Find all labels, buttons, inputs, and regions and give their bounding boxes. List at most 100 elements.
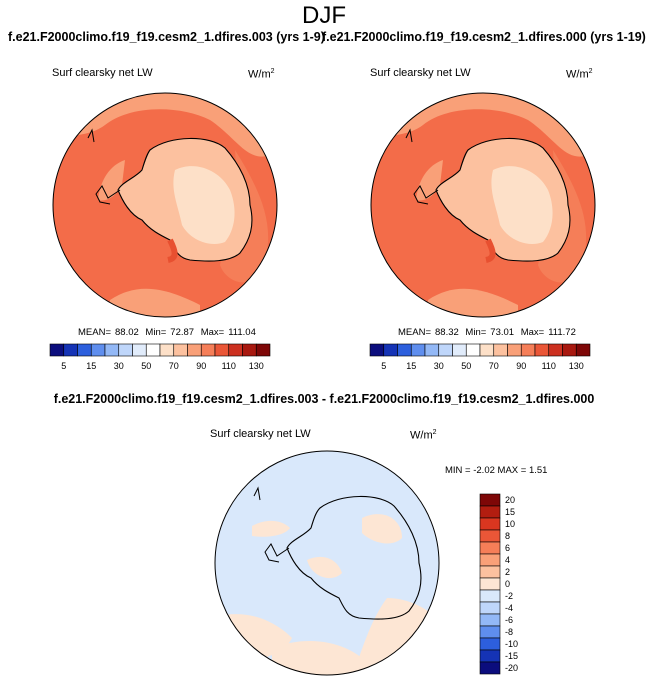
diff-field-pos-east — [362, 514, 402, 544]
left-antarctica-coast — [117, 137, 253, 262]
right-colorbar: 5 15 30 50 70 90 110 130 — [369, 343, 591, 371]
left-colorbar: 5 15 30 50 70 90 110 130 — [49, 343, 271, 371]
diff-colorbar-tick-label: -15 — [505, 651, 518, 661]
diff-colorbar-tick-label: -4 — [505, 603, 513, 613]
diff-colorbar-box — [479, 505, 501, 519]
right-colorbar-box — [493, 343, 508, 357]
right-peninsula-coast — [413, 185, 439, 205]
left-units-label: W/m2 — [248, 68, 275, 81]
left-colorbar-tick-label: 90 — [196, 361, 206, 371]
right-map — [370, 92, 596, 318]
diff-colorbar-box — [479, 541, 501, 555]
left-peninsula-coast — [95, 185, 121, 205]
right-colorbar-box — [562, 343, 577, 357]
right-stats: MEAN= 88.32 Min= 73.01 Max= 111.72 — [398, 327, 576, 338]
diff-units-label: W/m2 — [410, 429, 437, 442]
left-max-value: 111.04 — [228, 327, 256, 338]
diff-colorbar-box — [479, 661, 501, 675]
left-mean-value: 88.02 — [115, 327, 139, 338]
left-map-border — [52, 92, 278, 318]
right-south-america-coast — [405, 128, 413, 143]
diff-colorbar-box — [479, 589, 501, 603]
right-colorbar-box — [383, 343, 398, 357]
diff-colorbar-box — [479, 601, 501, 615]
left-colorbar-box — [214, 343, 230, 357]
diff-colorbar-box — [479, 493, 501, 507]
diff-colorbar-tick-label: -2 — [505, 591, 513, 601]
left-colorbar-box — [132, 343, 147, 357]
left-variable-label: Surf clearsky net LW — [52, 67, 153, 79]
right-field-ross — [485, 238, 496, 263]
left-colorbar-box — [200, 343, 216, 357]
diff-field-pos-ross — [307, 556, 342, 579]
right-panel-title: f.e21.F2000climo.f19_f19.cesm2_1.dfires.… — [322, 30, 646, 44]
diff-colorbar-tick-label: 0 — [505, 579, 510, 589]
left-colorbar-box — [104, 343, 120, 357]
right-colorbar-box — [424, 343, 440, 357]
diff-peninsula-coast — [264, 543, 290, 563]
left-colorbar-tick-label: 70 — [169, 361, 179, 371]
right-colorbar-tick-label: 70 — [489, 361, 499, 371]
diff-colorbar-tick-label: 15 — [505, 507, 515, 517]
right-colorbar-box — [507, 343, 522, 357]
left-colorbar-tick-label: 130 — [249, 361, 264, 371]
diff-colorbar-tick-label: -10 — [505, 639, 518, 649]
left-colorbar-box — [49, 343, 65, 357]
diff-field-pos-south — [272, 641, 372, 675]
left-colorbar-box — [228, 343, 243, 357]
left-map — [52, 92, 278, 318]
left-colorbar-box — [255, 343, 271, 357]
right-mean-value: 88.32 — [435, 327, 459, 338]
right-colorbar-box — [479, 343, 495, 357]
diff-colorbar-box — [479, 637, 501, 651]
left-colorbar-box — [173, 343, 188, 357]
diff-colorbar-tick-label: 20 — [505, 495, 515, 505]
diff-colorbar-box — [479, 577, 501, 591]
right-colorbar-tick-label: 90 — [516, 361, 526, 371]
right-colorbar-box — [410, 343, 426, 357]
left-colorbar-box — [63, 343, 78, 357]
left-colorbar-tick-label: 30 — [114, 361, 124, 371]
left-colorbar-box — [90, 343, 106, 357]
right-map-border — [370, 92, 596, 318]
right-colorbar-box — [575, 343, 591, 357]
right-colorbar-tick-label: 110 — [542, 361, 556, 371]
right-colorbar-box — [438, 343, 453, 357]
left-colorbar-box — [242, 343, 257, 357]
right-colorbar-box — [452, 343, 467, 357]
diff-field-pos-west — [252, 520, 290, 537]
right-units-label: W/m2 — [566, 68, 593, 81]
diff-colorbar-box — [479, 517, 501, 531]
diff-colorbar-tick-label: 4 — [505, 555, 510, 565]
right-max-value: 111.72 — [548, 327, 576, 338]
left-colorbar-tick-label: 110 — [222, 361, 236, 371]
diff-colorbar-tick-label: 10 — [505, 519, 515, 529]
left-panel-title: f.e21.F2000climo.f19_f19.cesm2_1.dfires.… — [8, 30, 325, 44]
diff-variable-label: Surf clearsky net LW — [210, 428, 311, 440]
left-colorbar-tick-label: 5 — [61, 361, 66, 371]
left-antarctica-interior — [173, 166, 235, 245]
diff-colorbar-box — [479, 649, 501, 663]
diff-map — [214, 450, 440, 676]
right-colorbar-box — [534, 343, 550, 357]
diff-colorbar-box — [479, 613, 501, 627]
diff-south-america-coast — [253, 486, 261, 501]
left-colorbar-box — [159, 343, 175, 357]
left-colorbar-box — [187, 343, 202, 357]
diff-panel-title: f.e21.F2000climo.f19_f19.cesm2_1.dfires.… — [53, 392, 595, 406]
right-antarctica-interior — [491, 166, 553, 245]
diff-colorbar-box — [479, 565, 501, 579]
left-colorbar-tick-label: 15 — [86, 361, 96, 371]
right-colorbar-tick-label: 30 — [434, 361, 444, 371]
diff-colorbar-tick-label: 2 — [505, 567, 510, 577]
diff-colorbar-tick-label: 6 — [505, 543, 510, 553]
right-colorbar-box — [369, 343, 385, 357]
right-colorbar-tick-label: 50 — [461, 361, 471, 371]
left-south-america-coast — [87, 128, 95, 143]
diff-minmax: MIN = -2.02 MAX = 1.51 — [445, 465, 548, 476]
right-colorbar-box — [465, 343, 481, 357]
left-min-value: 72.87 — [170, 327, 195, 338]
right-colorbar-box — [520, 343, 536, 357]
diff-colorbar-tick-label: -6 — [505, 615, 513, 625]
